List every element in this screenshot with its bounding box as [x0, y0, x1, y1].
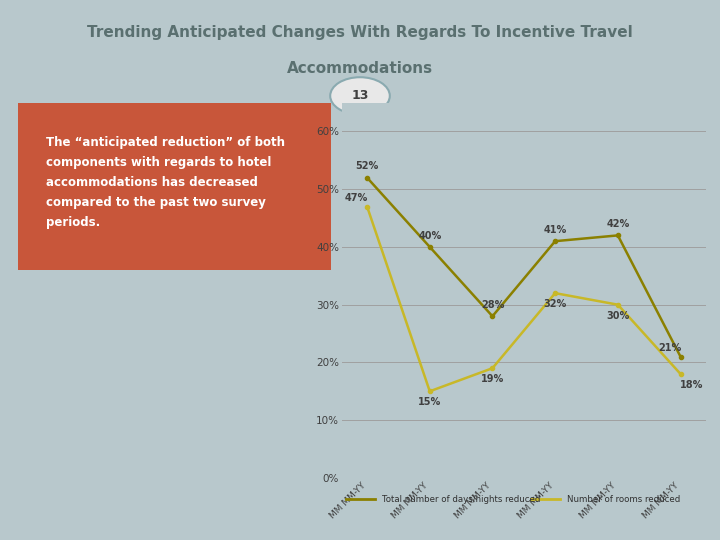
Total number of days/nights reduced [363, 174, 372, 181]
Total number of days/nights reduced [613, 232, 622, 239]
Text: 28%: 28% [481, 300, 504, 310]
Total number of days/nights reduced [488, 313, 497, 320]
Text: 19%: 19% [481, 374, 504, 384]
Text: 18%: 18% [680, 380, 703, 390]
Text: 32%: 32% [544, 299, 567, 309]
Text: Number of rooms reduced: Number of rooms reduced [567, 495, 680, 504]
Text: 40%: 40% [418, 231, 441, 241]
Text: 30%: 30% [606, 310, 629, 321]
Line: Total number of days/nights reduced: Total number of days/nights reduced [365, 176, 683, 359]
Number of rooms reduced [613, 301, 622, 308]
Circle shape [330, 77, 390, 114]
Text: 52%: 52% [356, 161, 379, 171]
Text: Accommodations: Accommodations [287, 62, 433, 76]
Number of rooms reduced [363, 203, 372, 210]
Number of rooms reduced [426, 388, 434, 395]
Total number of days/nights reduced [426, 244, 434, 250]
Text: 15%: 15% [418, 397, 441, 407]
Text: 21%: 21% [658, 343, 681, 353]
Text: 47%: 47% [344, 193, 368, 203]
Line: Number of rooms reduced: Number of rooms reduced [365, 205, 683, 393]
Number of rooms reduced [676, 371, 685, 377]
Total number of days/nights reduced [551, 238, 559, 245]
Number of rooms reduced [551, 290, 559, 296]
FancyBboxPatch shape [9, 98, 341, 275]
Text: The “anticipated reduction” of both
components with regards to hotel
accommodati: The “anticipated reduction” of both comp… [46, 137, 285, 230]
Text: Trending Anticipated Changes With Regards To Incentive Travel: Trending Anticipated Changes With Regard… [87, 25, 633, 39]
Number of rooms reduced [488, 365, 497, 372]
Text: 13: 13 [351, 89, 369, 103]
Text: 42%: 42% [606, 219, 629, 229]
Text: 41%: 41% [544, 225, 567, 235]
Total number of days/nights reduced [676, 353, 685, 360]
Text: Total number of days/nights reduced: Total number of days/nights reduced [382, 495, 541, 504]
